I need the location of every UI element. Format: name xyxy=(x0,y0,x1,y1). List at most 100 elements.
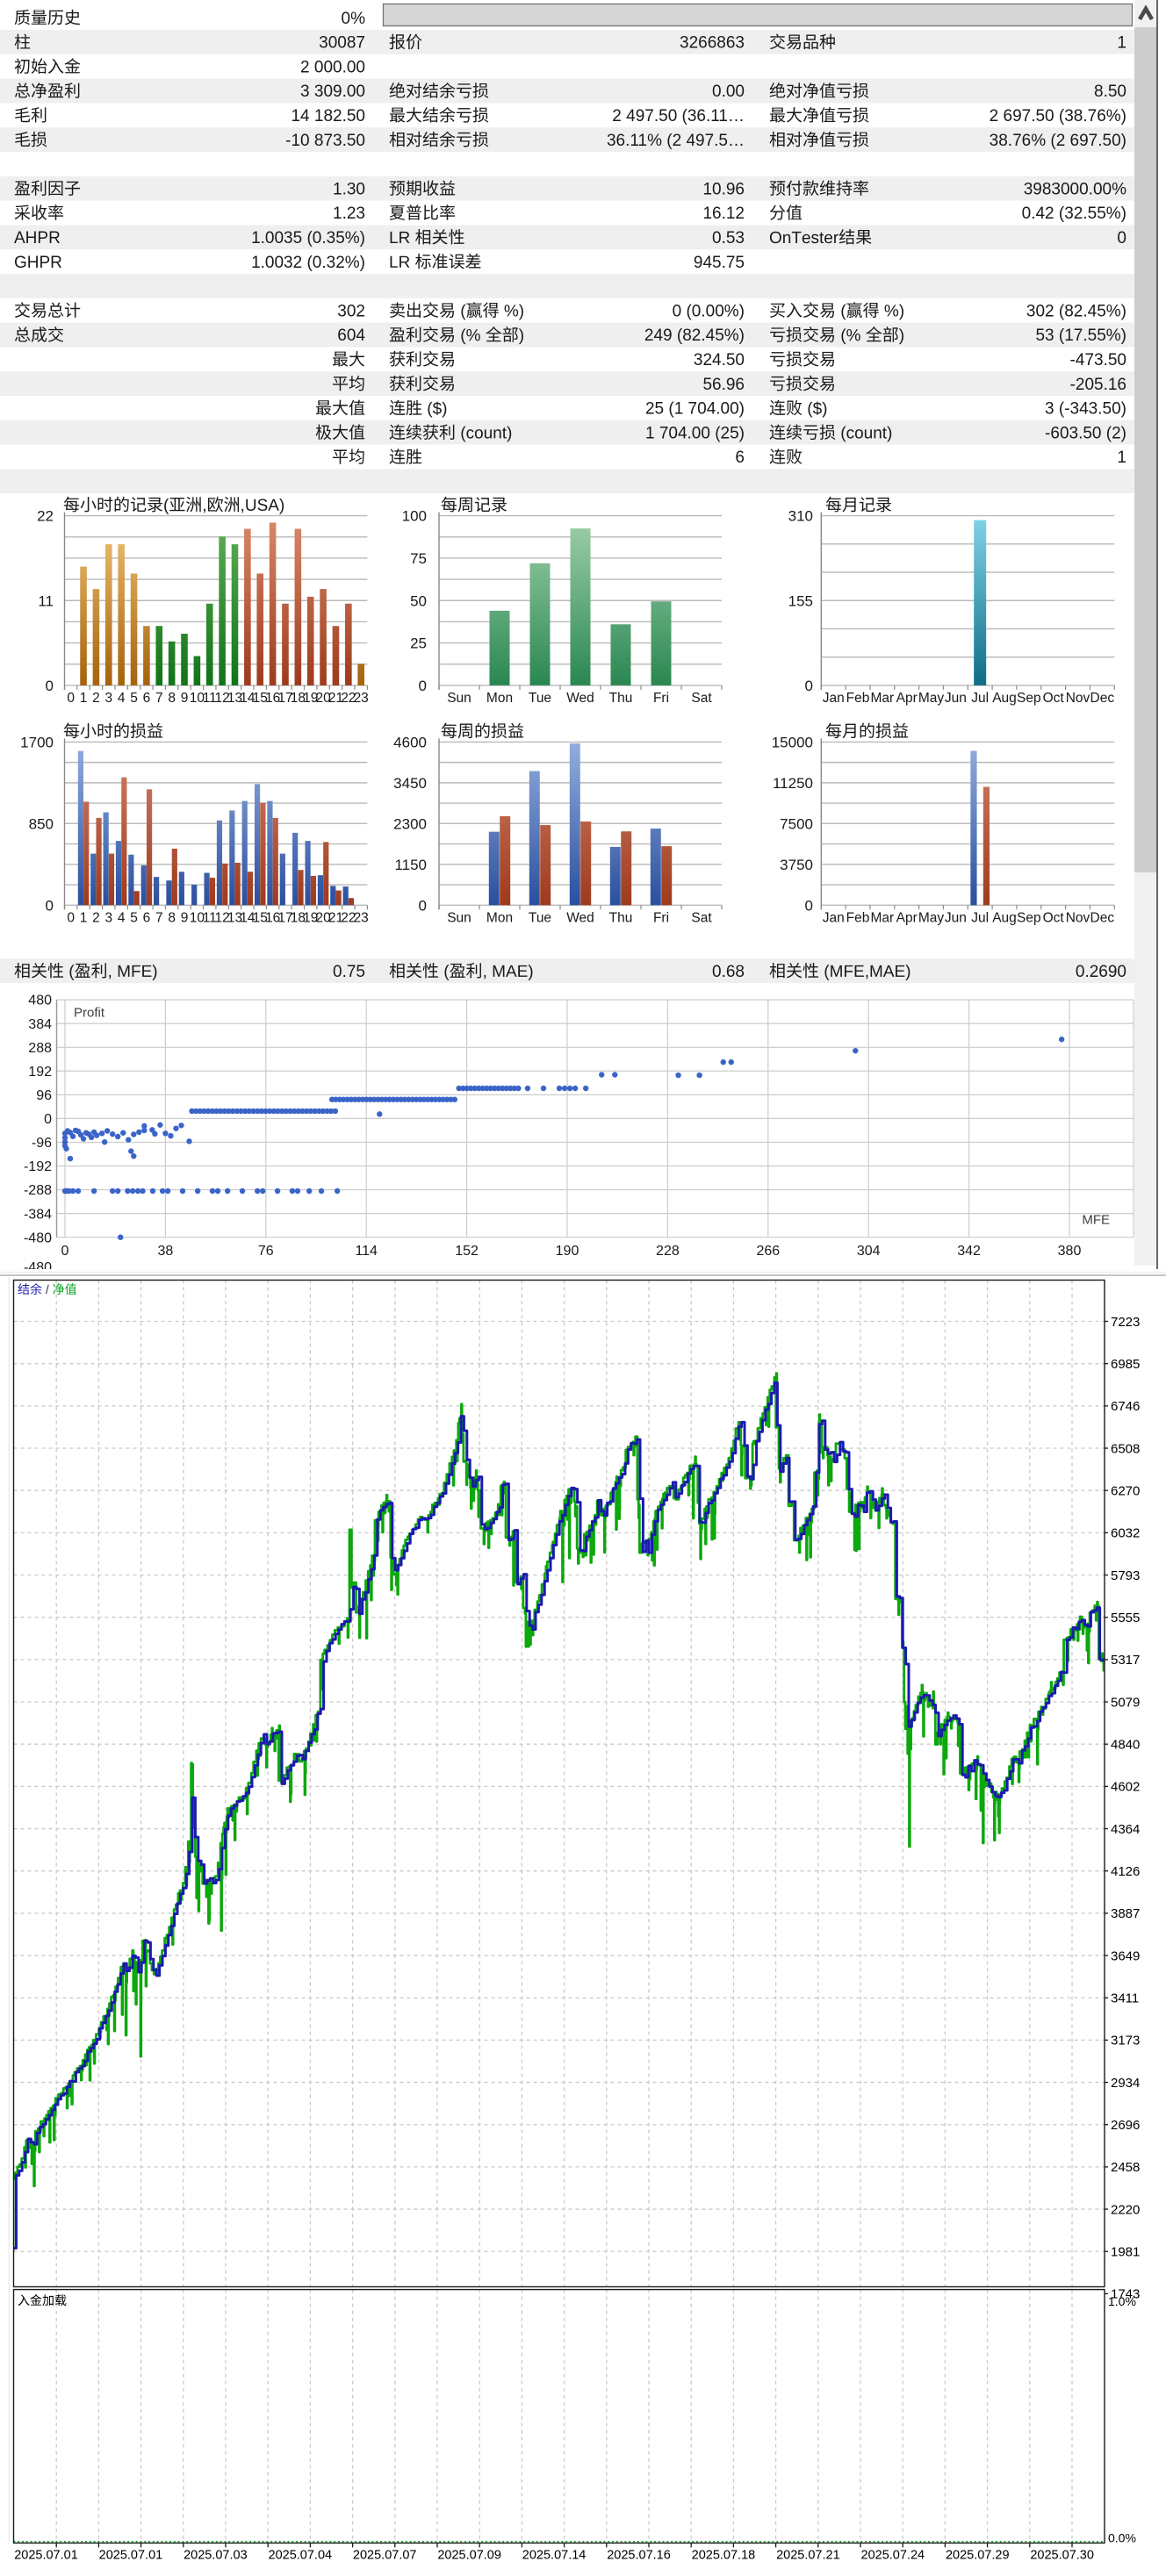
svg-text:6270: 6270 xyxy=(1111,1483,1140,1498)
svg-text:302: 302 xyxy=(337,302,365,320)
svg-text:Jul: Jul xyxy=(971,691,989,706)
svg-text:1: 1 xyxy=(1117,448,1126,467)
svg-text:21: 21 xyxy=(328,910,343,925)
svg-text:Thu: Thu xyxy=(609,910,633,925)
svg-text:Wed: Wed xyxy=(566,910,594,925)
svg-text:1.0%: 1.0% xyxy=(1108,2294,1136,2308)
svg-text:14: 14 xyxy=(240,910,256,925)
svg-text:38: 38 xyxy=(158,1244,174,1259)
svg-text:-96: -96 xyxy=(32,1136,52,1151)
svg-text:Mon: Mon xyxy=(486,910,513,925)
svg-text:480: 480 xyxy=(28,994,52,1008)
svg-text:3266863: 3266863 xyxy=(680,34,745,53)
svg-text:13: 13 xyxy=(227,910,242,925)
svg-text:8.50: 8.50 xyxy=(1094,83,1126,101)
svg-text:-288: -288 xyxy=(24,1183,52,1198)
svg-text:10.96: 10.96 xyxy=(702,180,745,198)
svg-text:3649: 3649 xyxy=(1111,1948,1140,1963)
svg-text:2025.07.09: 2025.07.09 xyxy=(437,2549,501,2563)
svg-text:945.75: 945.75 xyxy=(694,254,745,272)
svg-text:5793: 5793 xyxy=(1111,1568,1140,1583)
svg-text:13: 13 xyxy=(227,691,242,706)
svg-text:2025.07.18: 2025.07.18 xyxy=(692,2549,756,2563)
svg-text:Aug: Aug xyxy=(992,910,1017,925)
svg-text:190: 190 xyxy=(556,1244,579,1259)
svg-text:Sat: Sat xyxy=(691,691,712,706)
svg-text:3983000.00%: 3983000.00% xyxy=(1024,180,1126,198)
svg-text:Dec: Dec xyxy=(1090,910,1115,925)
svg-text:25 (1 704.00): 25 (1 704.00) xyxy=(645,400,745,419)
svg-text:6508: 6508 xyxy=(1111,1441,1140,1456)
svg-text:22: 22 xyxy=(37,508,54,525)
svg-text:0: 0 xyxy=(1117,229,1126,248)
svg-text:2025.07.21: 2025.07.21 xyxy=(776,2549,840,2563)
svg-text:228: 228 xyxy=(656,1244,680,1259)
svg-text:2025.07.03: 2025.07.03 xyxy=(184,2549,248,2563)
svg-text:Sep: Sep xyxy=(1017,910,1041,925)
svg-text:12: 12 xyxy=(215,691,230,706)
svg-text:19: 19 xyxy=(303,691,318,706)
svg-text:Mar: Mar xyxy=(871,691,895,706)
svg-text:114: 114 xyxy=(355,1244,378,1259)
svg-text:249 (82.45%): 249 (82.45%) xyxy=(644,326,745,345)
svg-text:17: 17 xyxy=(277,910,292,925)
svg-text:2025.07.01: 2025.07.01 xyxy=(14,2549,78,2563)
svg-text:604: 604 xyxy=(337,326,365,345)
svg-text:-10 873.50: -10 873.50 xyxy=(285,132,365,150)
svg-text:3411: 3411 xyxy=(1111,1991,1139,2006)
svg-text:0.0%: 0.0% xyxy=(1108,2530,1136,2544)
svg-text:3: 3 xyxy=(104,691,112,706)
svg-text:75: 75 xyxy=(410,550,427,567)
svg-text:5: 5 xyxy=(130,691,138,706)
svg-text:0.68: 0.68 xyxy=(712,963,745,981)
svg-text:0.00: 0.00 xyxy=(712,83,745,101)
svg-text:50: 50 xyxy=(410,592,427,609)
svg-text:7223: 7223 xyxy=(1111,1315,1140,1330)
svg-text:3: 3 xyxy=(104,910,112,925)
svg-text:2458: 2458 xyxy=(1111,2160,1140,2175)
svg-text:-384: -384 xyxy=(24,1207,52,1222)
svg-text:53 (17.55%): 53 (17.55%) xyxy=(1035,326,1126,345)
svg-text:9: 9 xyxy=(181,691,189,706)
svg-text:4602: 4602 xyxy=(1111,1780,1140,1795)
svg-text:384: 384 xyxy=(28,1017,52,1032)
svg-text:20: 20 xyxy=(315,691,331,706)
svg-text:7: 7 xyxy=(155,910,163,925)
svg-text:Tue: Tue xyxy=(529,691,551,706)
svg-text:14: 14 xyxy=(240,691,256,706)
svg-text:1: 1 xyxy=(80,910,88,925)
svg-text:Fri: Fri xyxy=(653,691,669,706)
svg-text:100: 100 xyxy=(402,508,427,525)
svg-text:0.75: 0.75 xyxy=(333,963,365,981)
svg-text:Sun: Sun xyxy=(447,910,471,925)
svg-text:25: 25 xyxy=(410,635,427,652)
svg-text:0: 0 xyxy=(46,678,54,694)
svg-text:2 497.50 (36.11…: 2 497.50 (36.11… xyxy=(612,107,745,126)
svg-text:Apr: Apr xyxy=(896,691,918,706)
svg-text:0: 0 xyxy=(419,897,427,914)
svg-text:324.50: 324.50 xyxy=(694,351,745,370)
svg-text:Apr: Apr xyxy=(896,910,918,925)
svg-text:0%: 0% xyxy=(342,10,366,28)
svg-text:152: 152 xyxy=(455,1244,479,1259)
svg-text:0.42 (32.55%): 0.42 (32.55%) xyxy=(1022,205,1126,223)
svg-text:20: 20 xyxy=(315,910,331,925)
svg-text:0.53: 0.53 xyxy=(712,229,745,248)
svg-text:8: 8 xyxy=(168,910,176,925)
svg-text:Sep: Sep xyxy=(1017,691,1041,706)
svg-text:1.23: 1.23 xyxy=(333,205,365,223)
svg-text:96: 96 xyxy=(36,1088,52,1103)
svg-text:0 (0.00%): 0 (0.00%) xyxy=(673,302,745,320)
svg-text:14 182.50: 14 182.50 xyxy=(291,107,365,126)
svg-text:-480: -480 xyxy=(24,1231,52,1245)
svg-text:4840: 4840 xyxy=(1111,1737,1140,1752)
svg-text:288: 288 xyxy=(28,1041,52,1056)
svg-text:2934: 2934 xyxy=(1111,2076,1140,2091)
svg-text:Sun: Sun xyxy=(447,691,471,706)
svg-text:4364: 4364 xyxy=(1111,1822,1140,1837)
svg-text:5: 5 xyxy=(130,910,138,925)
svg-text:Jan: Jan xyxy=(823,910,845,925)
svg-text:22: 22 xyxy=(341,691,356,706)
svg-text:2025.07.16: 2025.07.16 xyxy=(607,2549,671,2563)
svg-text:11250: 11250 xyxy=(773,775,813,792)
